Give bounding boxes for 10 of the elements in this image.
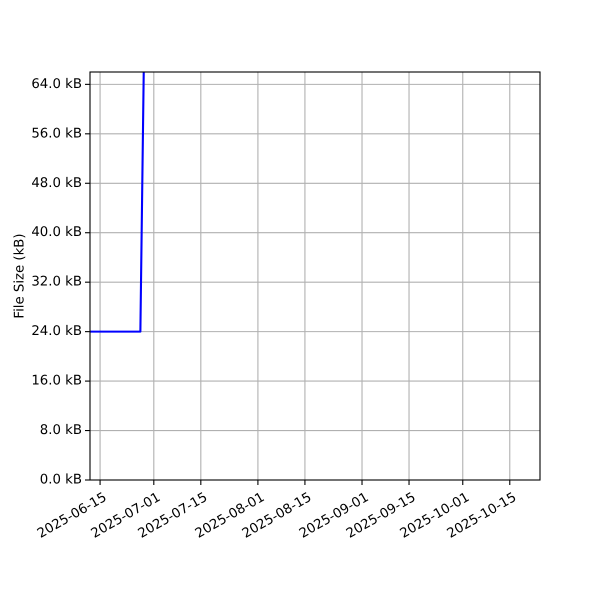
y-tick-label: 48.0 kB [31, 176, 82, 191]
y-tick-label: 16.0 kB [31, 374, 82, 389]
y-tick-label: 24.0 kB [31, 324, 82, 340]
y-tick-label: 56.0 kB [31, 126, 82, 142]
y-tick-label: 0.0 kB [40, 472, 82, 488]
y-tick-label: 8.0 kB [40, 423, 82, 438]
y-axis-title: File Size (kB) [12, 233, 28, 319]
y-tick-label: 32.0 kB [31, 274, 82, 290]
y-tick-label: 40.0 kB [31, 225, 82, 240]
y-tick-label: 64.0 kB [31, 76, 82, 92]
